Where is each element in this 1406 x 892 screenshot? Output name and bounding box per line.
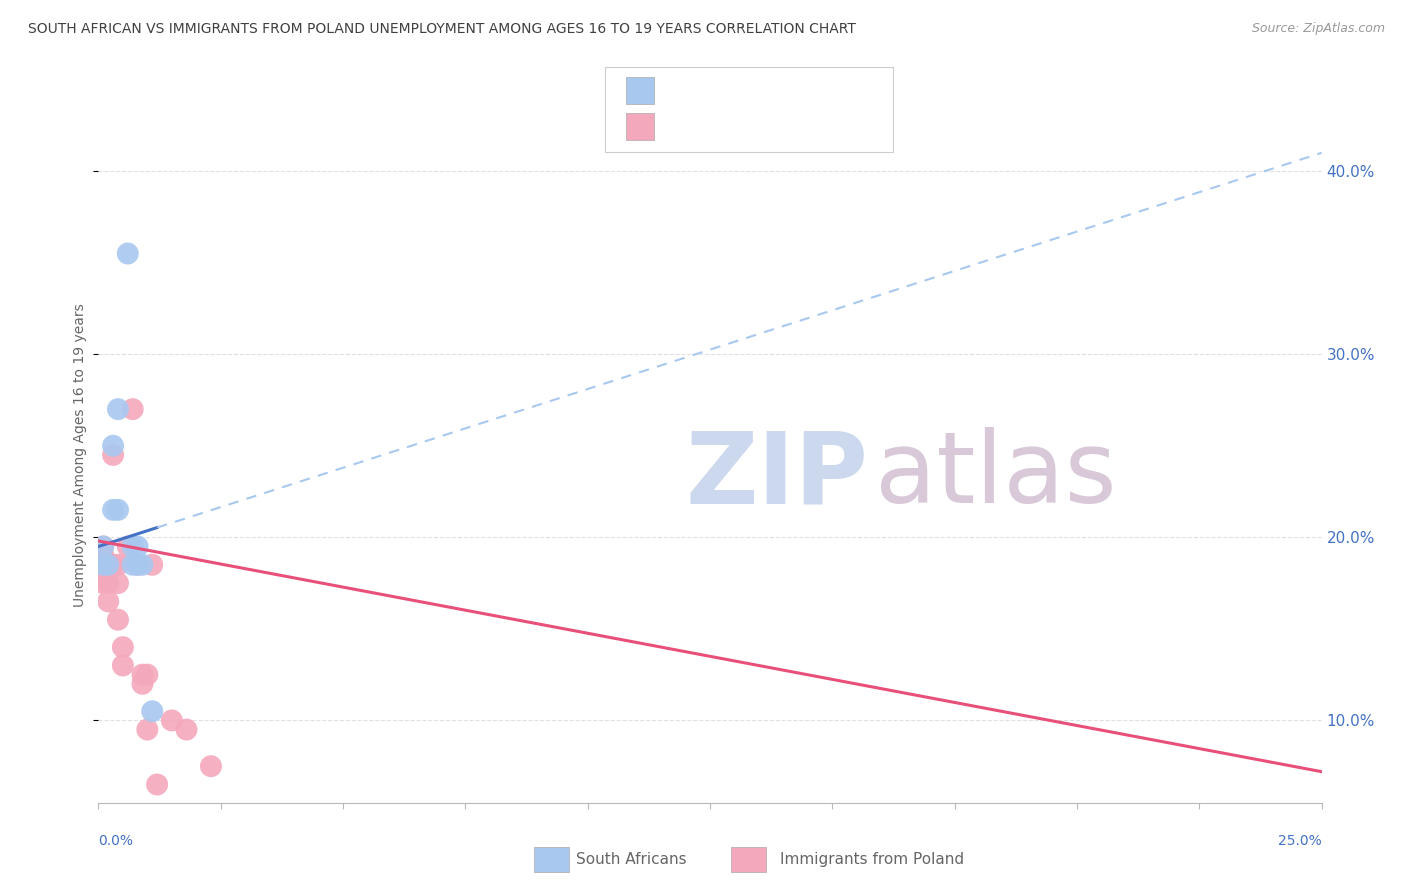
Point (136, 667, 159, 681)
Point (176, 723, 198, 737)
Point (107, 558, 129, 572)
Text: ZIP: ZIP (686, 427, 869, 524)
Point (127, 540, 149, 554)
Point (111, 658, 134, 673)
Point (160, 714, 183, 728)
Point (136, 723, 159, 737)
Point (91, 540, 114, 554)
Text: R =: R = (664, 120, 700, 137)
Point (91, 549, 114, 563)
Point (91, 558, 114, 572)
Point (91, 558, 114, 572)
Point (121, 558, 143, 572)
Point (107, 613, 129, 627)
Point (107, 402, 129, 417)
Text: Source: ZipAtlas.com: Source: ZipAtlas.com (1251, 22, 1385, 36)
Point (200, 759, 222, 773)
Point (101, 558, 124, 572)
Point (127, 558, 149, 572)
Point (101, 503, 124, 517)
Point (107, 576, 129, 591)
Point (97, 558, 120, 572)
Text: atlas: atlas (875, 427, 1116, 524)
Text: South Africans: South Africans (576, 853, 688, 867)
Point (131, 558, 153, 572)
Text: 0.0%: 0.0% (98, 834, 134, 848)
Point (111, 640, 134, 655)
Point (127, 558, 149, 572)
Text: 26: 26 (793, 120, 815, 137)
Text: Immigrants from Poland: Immigrants from Poland (780, 853, 965, 867)
Text: R =: R = (664, 84, 700, 102)
Point (131, 677, 153, 691)
Text: N =: N = (759, 120, 796, 137)
Point (101, 448, 124, 462)
Point (97, 576, 120, 591)
Point (117, 246, 139, 260)
Text: 14: 14 (793, 84, 815, 102)
Point (91, 540, 114, 554)
Point (97, 594, 120, 608)
Point (141, 558, 163, 572)
Point (121, 540, 143, 554)
Y-axis label: Unemployment Among Ages 16 to 19 years: Unemployment Among Ages 16 to 19 years (73, 303, 87, 607)
Point (97, 558, 120, 572)
Text: SOUTH AFRICAN VS IMMIGRANTS FROM POLAND UNEMPLOYMENT AMONG AGES 16 TO 19 YEARS C: SOUTH AFRICAN VS IMMIGRANTS FROM POLAND … (28, 22, 856, 37)
Point (107, 503, 129, 517)
Text: 25.0%: 25.0% (1278, 834, 1322, 848)
Point (146, 777, 169, 791)
Text: 0.182: 0.182 (703, 84, 755, 102)
Point (101, 439, 124, 453)
Point (141, 704, 163, 718)
Point (131, 667, 153, 681)
Point (121, 402, 143, 417)
Point (91, 576, 114, 591)
Text: -0.446: -0.446 (703, 120, 762, 137)
Text: N =: N = (759, 84, 796, 102)
Point (117, 540, 139, 554)
